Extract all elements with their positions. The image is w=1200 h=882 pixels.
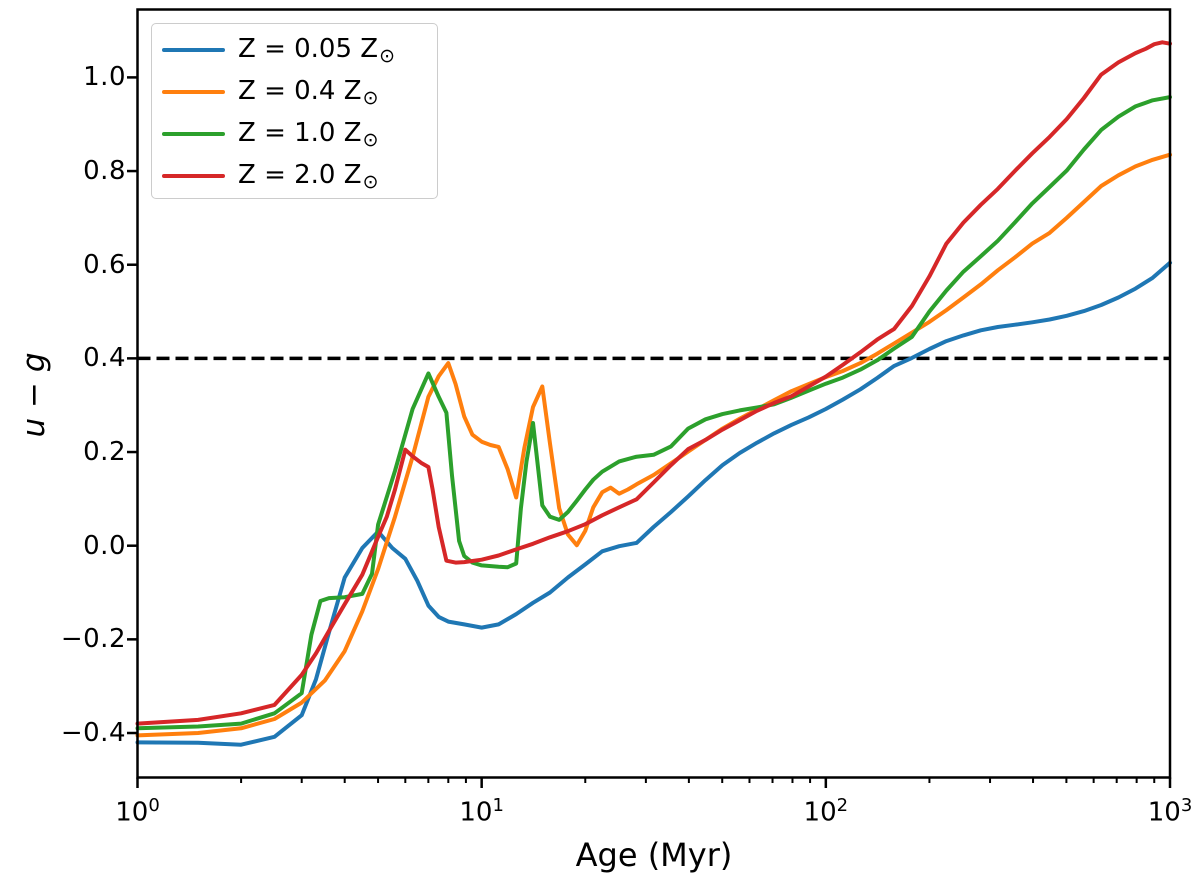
legend-label: Z = 1.0 Z⊙: [238, 117, 379, 151]
y-tick-label: −0.4: [60, 718, 126, 748]
legend-swatch: [162, 89, 225, 95]
legend: Z = 0.05 Z⊙ Z = 0.4 Z⊙ Z = 1.0 Z⊙ Z = 2.0 Z…: [151, 23, 438, 199]
legend-item-3: Z = 2.0 Z⊙: [152, 155, 437, 197]
legend-item-2: Z = 1.0 Z⊙: [152, 113, 437, 155]
series-line-1: [135, 152, 1172, 738]
legend-swatch: [162, 173, 225, 179]
legend-swatch: [162, 131, 225, 137]
legend-item-1: Z = 0.4 Z⊙: [152, 71, 437, 113]
legend-item-0: Z = 0.05 Z⊙: [152, 29, 437, 71]
y-tick-label: 0.0: [83, 530, 126, 561]
plot-border: [136, 8, 1172, 779]
series-line-3: [135, 40, 1172, 726]
y-tick-label: 0.8: [83, 156, 126, 187]
x-axis-label: Age (Myr): [575, 836, 733, 874]
legend-label: Z = 2.0 Z⊙: [238, 159, 379, 193]
x-tick-label: 102: [803, 795, 849, 828]
x-tick-label: 101: [459, 795, 504, 828]
series-line-2: [135, 95, 1172, 731]
y-tick-label: 0.4: [83, 343, 126, 374]
y-tick-label: 0.2: [83, 437, 126, 468]
legend-label: Z = 0.05 Z⊙: [238, 33, 396, 67]
legend-swatch: [162, 47, 225, 53]
series-line-0: [135, 260, 1172, 747]
x-tick-label: 100: [115, 795, 160, 828]
x-tick-label: 103: [1147, 795, 1193, 828]
legend-label: Z = 0.4 Z⊙: [238, 75, 379, 109]
y-tick-label: 0.6: [83, 249, 126, 280]
y-tick-label: −0.2: [60, 624, 126, 655]
y-tick-label: 1.0: [83, 62, 126, 93]
